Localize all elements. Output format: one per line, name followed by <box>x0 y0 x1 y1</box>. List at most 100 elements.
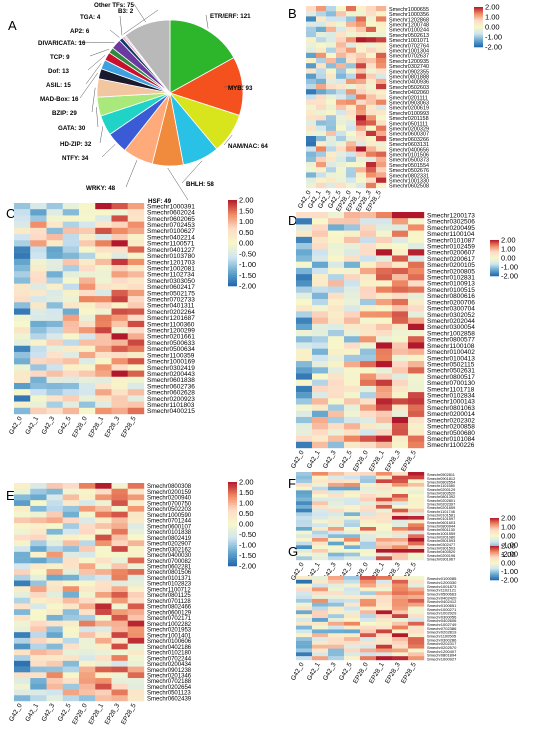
heatmap-cell <box>392 249 409 256</box>
heatmap-row-label: Smechr1002929 <box>427 611 457 616</box>
heatmap-cell <box>356 156 367 163</box>
legend-swatch <box>490 266 499 268</box>
heatmap-cell <box>62 308 80 315</box>
heatmap-cell <box>30 655 47 662</box>
heatmap-cell <box>376 579 393 584</box>
heatmap-cell <box>376 618 393 623</box>
heatmap-cell <box>328 530 345 535</box>
heatmap-cell <box>296 435 313 442</box>
legend-swatch <box>228 206 237 209</box>
heatmap-cell <box>376 136 387 142</box>
heatmap-cell <box>344 625 361 630</box>
heatmap-cell <box>360 267 377 275</box>
legend-swatch <box>228 549 237 552</box>
heatmap-cell <box>312 398 329 405</box>
heatmap-cell <box>326 6 337 12</box>
heatmap-row-label: Smechr0501554 <box>389 163 429 169</box>
heatmap-cell <box>346 42 357 48</box>
heatmap-cell <box>95 626 112 633</box>
heatmap-row-label: Smechr0100402 <box>427 349 475 356</box>
heatmap-cell <box>127 258 145 266</box>
heatmap-cell <box>376 505 393 509</box>
heatmap-cell <box>296 644 313 649</box>
legend-swatch <box>490 258 499 261</box>
heatmap-cell <box>346 32 357 38</box>
heatmap-cell <box>360 212 377 219</box>
heatmap-cell <box>62 574 80 581</box>
heatmap-cell <box>296 416 313 424</box>
heatmap-cell <box>366 89 377 95</box>
heatmap-cell <box>392 621 409 626</box>
heatmap-cell <box>326 42 337 48</box>
legend-swatch <box>490 248 499 250</box>
heatmap-cell <box>316 21 327 27</box>
heatmap-cell <box>316 16 327 22</box>
heatmap-cell <box>336 42 347 48</box>
legend-swatch <box>474 27 483 29</box>
heatmap-cell <box>376 156 387 163</box>
pie-label: WRKY: 48 <box>86 185 116 192</box>
heatmap-cell <box>328 591 345 596</box>
heatmap-cell <box>30 500 47 507</box>
heatmap-cell <box>392 261 409 269</box>
heatmap-cell <box>366 172 377 178</box>
heatmap-cell <box>46 227 63 235</box>
heatmap-row-label: Smechr0100085 <box>427 576 457 581</box>
heatmap-cell <box>328 441 345 449</box>
heatmap-cell <box>306 73 317 79</box>
legend-swatch <box>228 245 237 248</box>
heatmap-cell <box>392 505 409 509</box>
heatmap-cell <box>344 218 361 225</box>
leader-line <box>101 144 116 158</box>
heatmap-cell <box>312 501 329 506</box>
heatmap-cell <box>376 379 393 387</box>
heatmap-cell <box>376 63 387 69</box>
legend-swatch <box>474 16 483 18</box>
heatmap-cell <box>46 395 63 402</box>
legend-swatch <box>228 210 237 214</box>
heatmap-cell <box>392 648 409 653</box>
heatmap-row-label: Smechr0200443 <box>147 371 195 378</box>
heatmap-row-label: Smechr0601838 <box>147 377 195 384</box>
heatmap-cell <box>306 63 317 69</box>
heatmap-cell <box>328 298 345 306</box>
heatmap-cell <box>392 311 409 318</box>
heatmap-row-label: Smechr0200129 <box>427 488 455 492</box>
legend-swatch <box>490 244 499 246</box>
heatmap-cell <box>326 172 337 178</box>
heatmap-cell <box>95 209 112 216</box>
heatmap-cell <box>296 286 313 293</box>
legend-swatch <box>228 281 237 285</box>
heatmap-cell <box>376 644 393 649</box>
heatmap-cell <box>316 104 327 111</box>
heatmap-cell <box>360 494 377 498</box>
legend-tick-label: 1.00 <box>501 523 516 532</box>
heatmap-cell <box>376 606 393 611</box>
heatmap-cell <box>392 644 409 649</box>
heatmap-cell <box>312 534 329 539</box>
heatmap-cell <box>408 367 425 374</box>
heatmap-cell <box>408 483 425 487</box>
heatmap-cell <box>14 302 31 309</box>
legend-swatch <box>490 263 499 265</box>
heatmap-cell <box>79 401 96 408</box>
heatmap-cell <box>344 587 361 592</box>
legend-swatch <box>474 45 483 47</box>
heatmap-cell <box>366 136 377 142</box>
heatmap-cell <box>79 240 96 247</box>
heatmap-cell <box>46 528 63 535</box>
heatmap-cell <box>46 546 63 553</box>
heatmap-row-label: Smechr0801888 <box>389 75 429 81</box>
heatmap-cell <box>312 323 329 331</box>
heatmap-cell <box>336 141 347 147</box>
heatmap-cell <box>326 32 337 38</box>
heatmap-cell <box>376 354 393 362</box>
heatmap-cell <box>326 99 337 105</box>
heatmap-cell <box>46 655 63 662</box>
heatmap-cell <box>408 595 425 600</box>
heatmap-cell <box>312 354 329 362</box>
heatmap-row-label: Smechr0202302 <box>427 417 475 424</box>
heatmap-cell <box>408 410 425 418</box>
heatmap-cell <box>408 625 425 630</box>
heatmap-cell <box>296 472 313 476</box>
